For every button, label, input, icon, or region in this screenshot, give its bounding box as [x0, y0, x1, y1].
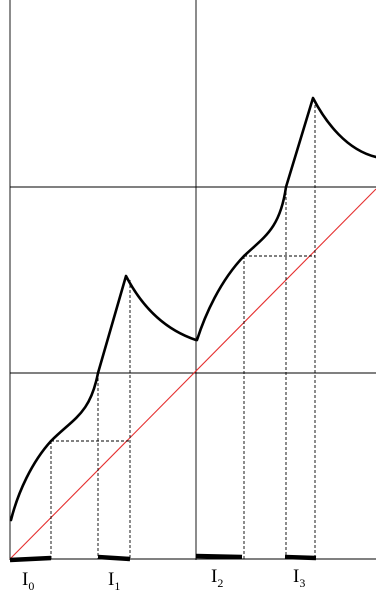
- interval-label-i2-base: I: [211, 566, 217, 587]
- interval-label-i1-subscript: 1: [114, 579, 120, 593]
- interval-label-i2-subscript: 2: [217, 576, 223, 590]
- curve-branch-right: [195, 96, 376, 342]
- interval-label-i1-base: I: [108, 569, 114, 590]
- construction-lines: [50, 100, 316, 559]
- interval-label-i3: I3: [293, 566, 305, 590]
- interval-label-i3-subscript: 3: [299, 576, 305, 590]
- interval-bars: [9, 553, 317, 563]
- interval-bar-i0: [9, 555, 52, 563]
- grid: [9, 0, 376, 560]
- interval-bar-i3: [284, 554, 317, 561]
- interval-label-i1: I1: [108, 569, 120, 593]
- interval-bar-i1: [97, 554, 131, 562]
- identity-diagonal: [9, 188, 376, 560]
- interval-label-i0-subscript: 0: [28, 579, 34, 593]
- interval-label-i2: I2: [211, 566, 223, 590]
- map-graph: [9, 96, 376, 522]
- interval-labels: I0 I1 I2 I3: [22, 566, 305, 593]
- interval-label-i0-base: I: [22, 569, 28, 590]
- interval-bar-i2: [195, 553, 243, 560]
- curve-branch-left: [9, 274, 198, 522]
- interval-label-i3-base: I: [293, 566, 299, 587]
- interval-label-i0: I0: [22, 569, 34, 593]
